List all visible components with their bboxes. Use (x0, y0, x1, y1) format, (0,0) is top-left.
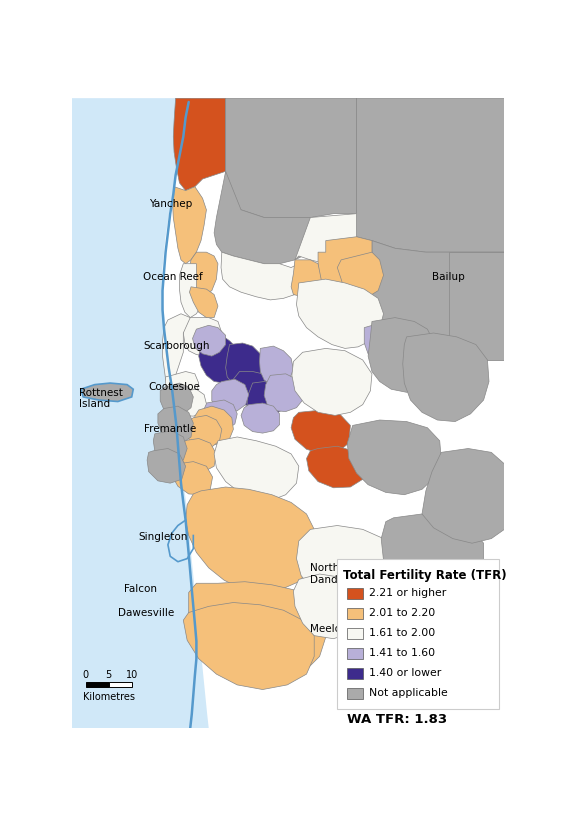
Bar (347, 668, 364, 679)
Text: 1.41 to 1.60: 1.41 to 1.60 (369, 649, 435, 658)
Text: Not applicable: Not applicable (369, 689, 447, 699)
Polygon shape (81, 383, 133, 402)
Text: Meelon: Meelon (310, 624, 348, 635)
Polygon shape (158, 407, 193, 443)
Polygon shape (247, 381, 285, 416)
Polygon shape (403, 333, 489, 421)
Polygon shape (179, 263, 204, 317)
Polygon shape (264, 374, 303, 411)
Polygon shape (212, 380, 249, 412)
Text: Falcon: Falcon (124, 584, 157, 595)
Polygon shape (232, 371, 273, 407)
Text: Total Fertility Rate (TFR): Total Fertility Rate (TFR) (343, 569, 507, 582)
Polygon shape (147, 448, 185, 483)
Polygon shape (185, 416, 222, 448)
Polygon shape (291, 260, 322, 297)
Polygon shape (295, 213, 356, 263)
Polygon shape (364, 321, 418, 369)
Bar (347, 648, 364, 658)
Polygon shape (173, 98, 226, 191)
Polygon shape (183, 317, 222, 356)
Polygon shape (193, 407, 233, 445)
Polygon shape (292, 348, 372, 416)
Polygon shape (221, 252, 306, 300)
Text: Fremantle: Fremantle (144, 425, 196, 434)
Bar (347, 628, 364, 639)
Text: 2.01 to 2.20: 2.01 to 2.20 (369, 609, 435, 618)
Polygon shape (189, 287, 218, 317)
Text: 2.21 or higher: 2.21 or higher (369, 588, 446, 598)
Polygon shape (377, 326, 432, 384)
Polygon shape (297, 279, 383, 348)
Polygon shape (199, 400, 237, 431)
Polygon shape (153, 431, 187, 464)
Polygon shape (214, 171, 318, 263)
Polygon shape (306, 446, 364, 488)
Text: WA TFR: 1.83: WA TFR: 1.83 (347, 712, 447, 726)
Polygon shape (337, 252, 383, 297)
Polygon shape (260, 346, 293, 385)
Text: Bailup: Bailup (432, 272, 465, 281)
Text: North
Dandalup: North Dandalup (310, 564, 361, 585)
Polygon shape (193, 326, 226, 356)
Polygon shape (449, 252, 505, 360)
Polygon shape (189, 252, 218, 294)
Text: Cootesloe: Cootesloe (149, 382, 201, 392)
Polygon shape (72, 98, 209, 728)
Polygon shape (381, 514, 484, 592)
Text: Rottnest
Island: Rottnest Island (79, 388, 123, 409)
Text: Kilometres: Kilometres (83, 692, 135, 702)
Polygon shape (189, 582, 326, 680)
Bar (108, 682, 132, 687)
Polygon shape (214, 437, 299, 500)
Polygon shape (226, 343, 262, 387)
Polygon shape (226, 98, 356, 218)
Polygon shape (356, 98, 505, 252)
Text: Dawesville: Dawesville (118, 608, 174, 618)
Polygon shape (297, 525, 395, 603)
Polygon shape (291, 410, 350, 454)
Text: 1.40 or lower: 1.40 or lower (369, 668, 441, 678)
Bar (85, 682, 108, 687)
Polygon shape (422, 448, 505, 543)
Polygon shape (173, 389, 206, 416)
Polygon shape (241, 403, 279, 433)
Text: Ocean Reef: Ocean Reef (143, 272, 203, 281)
Text: 10: 10 (125, 669, 138, 680)
Polygon shape (173, 187, 206, 263)
Bar (347, 688, 364, 699)
Polygon shape (179, 438, 216, 472)
Polygon shape (293, 574, 366, 639)
Polygon shape (318, 236, 372, 292)
Polygon shape (199, 335, 239, 383)
Text: Scarborough: Scarborough (143, 341, 210, 351)
Polygon shape (162, 314, 190, 387)
Polygon shape (372, 240, 505, 360)
Bar (347, 588, 364, 599)
Polygon shape (183, 603, 314, 690)
Bar (347, 608, 364, 618)
Text: 0: 0 (83, 669, 89, 680)
Text: Yanchep: Yanchep (149, 200, 192, 209)
FancyBboxPatch shape (337, 559, 499, 708)
Polygon shape (347, 420, 441, 495)
Text: 5: 5 (106, 669, 112, 680)
Polygon shape (166, 371, 199, 400)
Polygon shape (368, 317, 435, 393)
Text: 1.61 to 2.00: 1.61 to 2.00 (369, 628, 435, 638)
Polygon shape (172, 461, 212, 495)
Polygon shape (185, 487, 316, 592)
Polygon shape (160, 383, 193, 416)
Text: Singleton: Singleton (139, 532, 188, 542)
